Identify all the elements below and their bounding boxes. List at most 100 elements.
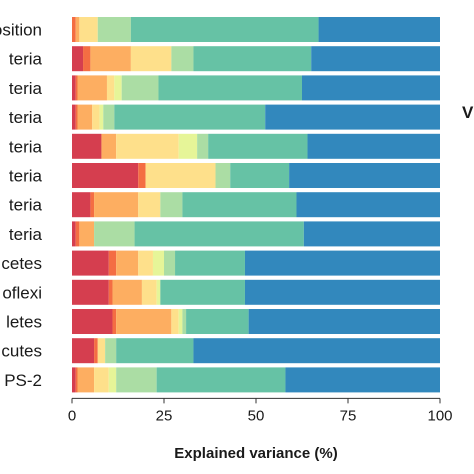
category-label: PS-2 bbox=[4, 371, 42, 390]
bar-segment-10-5 bbox=[182, 309, 187, 334]
bar-segment-4-4 bbox=[178, 133, 198, 159]
bar-segment-11-7 bbox=[193, 338, 440, 364]
bar-segment-1-2 bbox=[90, 46, 131, 72]
bar-segment-2-6 bbox=[158, 75, 302, 101]
bar-segment-7-1 bbox=[75, 221, 80, 247]
category-label: teria bbox=[9, 196, 43, 215]
bar-segment-2-5 bbox=[121, 75, 159, 101]
bar-segment-2-7 bbox=[302, 75, 440, 101]
bar-segment-3-2 bbox=[77, 104, 93, 130]
bar-segment-4-5 bbox=[197, 133, 209, 159]
bar-segment-12-3 bbox=[94, 367, 109, 393]
category-label: letes bbox=[6, 313, 42, 332]
category-label: osition bbox=[0, 21, 42, 40]
category-label: teria bbox=[9, 79, 43, 98]
bar-segment-6-3 bbox=[138, 192, 161, 218]
bar-segment-9-4 bbox=[156, 279, 161, 305]
bar-segment-2-3 bbox=[106, 75, 115, 101]
category-label: oflexi bbox=[2, 283, 42, 302]
bar-segment-11-5 bbox=[105, 338, 117, 364]
bar-segment-3-6 bbox=[114, 104, 266, 130]
category-label: teria bbox=[9, 108, 43, 127]
bars-group bbox=[72, 17, 440, 393]
bar-segment-8-7 bbox=[244, 250, 440, 276]
bar-segment-5-6 bbox=[230, 163, 290, 188]
category-label: teria bbox=[9, 225, 43, 244]
x-tick-label: 75 bbox=[340, 407, 357, 424]
bar-segment-10-0 bbox=[72, 309, 113, 334]
bar-segment-1-5 bbox=[171, 46, 194, 72]
bar-segment-7-0 bbox=[72, 221, 76, 247]
bar-segment-8-2 bbox=[116, 250, 139, 276]
bar-segment-8-0 bbox=[72, 250, 109, 276]
category-label: cetes bbox=[1, 254, 42, 273]
bar-segment-10-7 bbox=[248, 309, 440, 334]
bar-segment-10-4 bbox=[178, 309, 183, 334]
category-label: cutes bbox=[1, 342, 42, 361]
bar-segment-0-6 bbox=[130, 17, 319, 42]
bar-segment-9-6 bbox=[160, 279, 245, 305]
bar-segment-4-3 bbox=[116, 133, 179, 159]
bar-segment-10-6 bbox=[186, 309, 249, 334]
bar-segment-2-0 bbox=[72, 75, 76, 101]
x-tick-label: 0 bbox=[68, 407, 76, 424]
category-label: teria bbox=[9, 50, 43, 69]
bar-segment-8-4 bbox=[152, 250, 164, 276]
bar-segment-5-1 bbox=[138, 163, 146, 188]
bar-segment-8-6 bbox=[175, 250, 245, 276]
bar-segment-3-1 bbox=[75, 104, 78, 130]
bar-segment-1-0 bbox=[72, 46, 84, 72]
bar-segment-5-3 bbox=[145, 163, 216, 188]
bar-segment-0-7 bbox=[318, 17, 440, 42]
bar-segment-10-2 bbox=[116, 309, 172, 334]
bar-segment-9-3 bbox=[141, 279, 157, 305]
bar-segment-5-5 bbox=[215, 163, 231, 188]
category-label: teria bbox=[9, 137, 43, 156]
bar-segment-9-1 bbox=[108, 279, 113, 305]
bar-segment-0-3 bbox=[79, 17, 98, 42]
bar-segment-1-6 bbox=[193, 46, 312, 72]
bar-segment-4-2 bbox=[101, 133, 117, 159]
bar-segment-7-2 bbox=[79, 221, 95, 247]
bar-segment-11-3 bbox=[97, 338, 106, 364]
legend-title-fragment: V bbox=[462, 103, 474, 122]
bar-segment-8-1 bbox=[108, 250, 117, 276]
bar-segment-6-6 bbox=[182, 192, 297, 218]
bar-segment-1-3 bbox=[130, 46, 172, 72]
bar-segment-10-3 bbox=[171, 309, 179, 334]
bar-segment-3-7 bbox=[265, 104, 440, 130]
bar-segment-11-1 bbox=[94, 338, 98, 364]
bar-segment-7-5 bbox=[94, 221, 135, 247]
bar-segment-6-5 bbox=[160, 192, 183, 218]
bar-segment-9-7 bbox=[244, 279, 440, 305]
bar-segment-11-6 bbox=[116, 338, 194, 364]
bar-segment-3-5 bbox=[103, 104, 115, 130]
bar-segment-8-3 bbox=[138, 250, 153, 276]
bar-segment-12-1 bbox=[75, 367, 78, 393]
bar-segment-7-6 bbox=[134, 221, 304, 247]
bar-segment-2-4 bbox=[114, 75, 122, 101]
x-tick-label: 25 bbox=[156, 407, 173, 424]
bar-segment-0-2 bbox=[75, 17, 80, 42]
bar-segment-12-0 bbox=[72, 367, 76, 393]
bar-segment-11-0 bbox=[72, 338, 95, 364]
bar-segment-6-1 bbox=[90, 192, 95, 218]
bar-segment-4-6 bbox=[208, 133, 308, 159]
x-axis-ticks: 0 25 50 75 100 bbox=[68, 398, 453, 424]
category-label: teria bbox=[9, 167, 43, 186]
bar-segment-3-0 bbox=[72, 104, 76, 130]
bar-segment-4-7 bbox=[307, 133, 440, 159]
bar-segment-12-2 bbox=[77, 367, 95, 393]
bar-segment-5-7 bbox=[289, 163, 440, 188]
bar-segment-6-2 bbox=[94, 192, 139, 218]
bar-segment-3-3 bbox=[92, 104, 100, 130]
bar-segment-10-1 bbox=[112, 309, 117, 334]
bar-segment-8-5 bbox=[164, 250, 176, 276]
x-tick-label: 50 bbox=[248, 407, 265, 424]
x-axis-title: Explained variance (%) bbox=[174, 445, 337, 462]
bar-segment-9-2 bbox=[112, 279, 142, 305]
bar-segment-1-1 bbox=[83, 46, 91, 72]
x-tick-label: 100 bbox=[427, 407, 452, 424]
bar-segment-6-7 bbox=[296, 192, 440, 218]
